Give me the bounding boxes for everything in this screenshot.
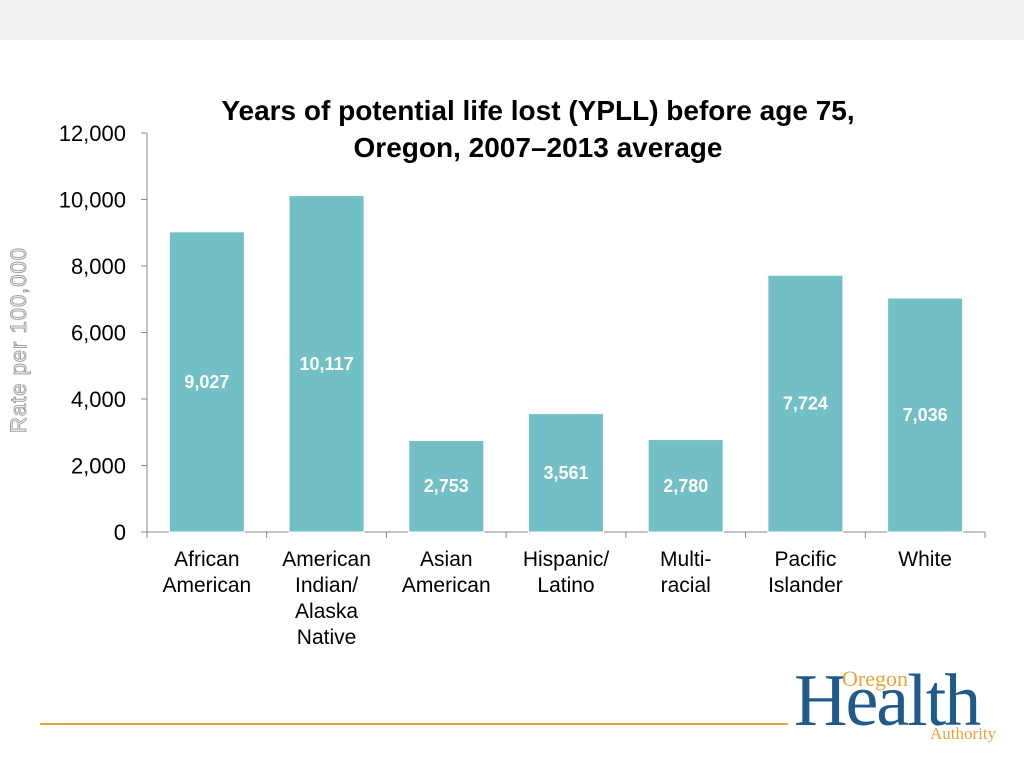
x-category-label: American [402, 574, 491, 597]
y-tick-label: 6,000 [71, 321, 126, 346]
y-tick-label: 12,000 [59, 121, 126, 146]
x-category-label: Pacific [774, 548, 836, 571]
logo-health: Health [794, 660, 981, 742]
bar [887, 297, 964, 533]
bar [528, 413, 604, 533]
y-axis-label: Rate per 100,000 [6, 247, 31, 433]
oregon-health-authority-logo: Health Oregon Authority [790, 664, 1010, 748]
x-category-label: White [898, 548, 952, 571]
bar [408, 439, 485, 533]
y-tick-label: 0 [114, 520, 126, 545]
logo-oregon: Oregon [842, 666, 908, 691]
top-band [0, 0, 1024, 40]
x-category-label: Alaska [295, 600, 358, 623]
x-category-label: African [174, 548, 239, 571]
chart-bars [168, 195, 964, 533]
bar [647, 439, 724, 533]
x-category-label: Multi- [660, 548, 711, 571]
bar [168, 231, 245, 533]
x-category-label: Asian [420, 548, 473, 571]
data-label: 7,724 [783, 394, 828, 414]
chart-x-categories: African American American Indian/Alaska Nati… [163, 548, 952, 649]
chart-data-labels: 9,027 10,117 2,753 3,561 2,780 7,724 7,036 [184, 354, 947, 496]
chart-title: Years of potential life lost (YPLL) befo… [221, 95, 854, 163]
y-tick-label: 4,000 [71, 387, 126, 412]
chart-title-line: Oregon, 2007–2013 average [354, 132, 723, 163]
data-label: 3,561 [543, 463, 588, 483]
x-category-label: Islander [768, 574, 843, 597]
x-category-label: Indian/ [295, 574, 358, 597]
data-label: 9,027 [184, 372, 229, 392]
x-category-label: Latino [537, 574, 594, 597]
data-label: 7,036 [903, 405, 948, 425]
data-label: 10,117 [300, 354, 354, 374]
footer-divider [40, 723, 788, 725]
data-label: 2,780 [663, 476, 708, 496]
chart-title-line: Years of potential life lost (YPLL) befo… [221, 95, 854, 126]
x-category-label: Native [297, 626, 357, 649]
y-tick-label: 8,000 [71, 254, 126, 279]
bar [288, 195, 365, 533]
x-category-label: American [282, 548, 371, 571]
logo-authority: Authority [930, 724, 997, 743]
chart-y-ticks: 0 2,000 4,000 6,000 8,000 10,000 12,000 [59, 121, 147, 545]
data-label: 2,753 [424, 476, 469, 496]
bar [767, 274, 844, 533]
x-category-label: racial [661, 574, 711, 597]
y-tick-label: 2,000 [71, 454, 126, 479]
x-category-label: American [163, 574, 252, 597]
y-tick-label: 10,000 [59, 188, 126, 213]
x-category-label: Hispanic/ [523, 548, 610, 571]
